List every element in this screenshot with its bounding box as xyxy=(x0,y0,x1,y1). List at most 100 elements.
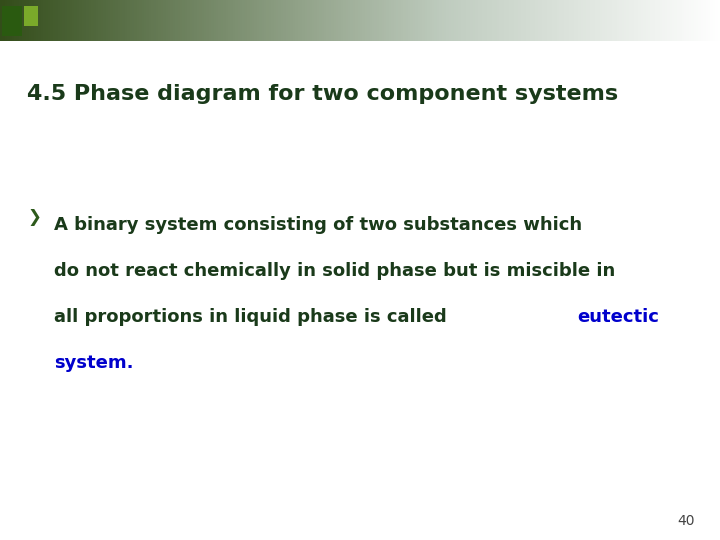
Bar xyxy=(449,0,451,40)
Bar xyxy=(58,0,60,40)
Bar xyxy=(225,0,228,40)
Bar xyxy=(24,0,27,40)
Bar xyxy=(588,0,590,40)
Bar xyxy=(475,0,477,40)
Bar xyxy=(293,0,295,40)
Bar xyxy=(578,0,581,40)
Bar xyxy=(132,0,135,40)
Bar xyxy=(619,0,621,40)
Bar xyxy=(156,0,158,40)
Bar xyxy=(497,0,499,40)
Bar xyxy=(7,0,9,40)
Bar xyxy=(182,0,185,40)
Bar xyxy=(715,0,718,40)
Bar xyxy=(192,0,194,40)
Bar xyxy=(84,0,86,40)
Bar xyxy=(701,0,703,40)
Bar xyxy=(2,6,22,36)
Bar xyxy=(283,0,286,40)
Bar xyxy=(703,0,706,40)
Bar xyxy=(564,0,567,40)
Bar xyxy=(557,0,559,40)
Bar xyxy=(315,0,317,40)
Bar xyxy=(106,0,108,40)
Bar xyxy=(470,0,473,40)
Bar xyxy=(468,0,470,40)
Bar xyxy=(667,0,670,40)
Bar xyxy=(531,0,533,40)
Bar xyxy=(216,0,218,40)
Bar xyxy=(86,0,89,40)
Bar xyxy=(552,0,554,40)
Bar xyxy=(79,0,81,40)
Bar xyxy=(461,0,463,40)
Bar xyxy=(684,0,686,40)
Bar xyxy=(545,0,547,40)
Bar xyxy=(230,0,233,40)
Bar xyxy=(554,0,557,40)
Bar xyxy=(706,0,708,40)
Bar xyxy=(122,0,125,40)
Bar xyxy=(403,0,405,40)
Bar xyxy=(624,0,626,40)
Bar xyxy=(365,0,367,40)
Bar xyxy=(161,0,163,40)
Bar xyxy=(430,0,432,40)
Bar xyxy=(144,0,146,40)
Bar xyxy=(99,0,101,40)
Bar xyxy=(180,0,182,40)
Bar xyxy=(590,0,593,40)
Bar xyxy=(307,0,310,40)
Bar xyxy=(677,0,679,40)
Bar xyxy=(261,0,264,40)
Bar xyxy=(125,0,127,40)
Bar xyxy=(528,0,531,40)
Bar xyxy=(413,0,415,40)
Bar xyxy=(194,0,197,40)
Bar xyxy=(45,0,48,40)
Bar xyxy=(713,0,715,40)
Bar xyxy=(235,0,238,40)
Bar xyxy=(360,0,362,40)
Bar xyxy=(250,0,252,40)
Bar xyxy=(5,0,7,40)
Bar xyxy=(682,0,684,40)
Text: system.: system. xyxy=(54,354,133,372)
Bar xyxy=(238,0,240,40)
Bar xyxy=(585,0,588,40)
Bar xyxy=(281,0,283,40)
Bar xyxy=(81,0,84,40)
Bar xyxy=(199,0,202,40)
Bar xyxy=(274,0,276,40)
Bar xyxy=(302,0,305,40)
Bar xyxy=(518,0,521,40)
Bar xyxy=(569,0,571,40)
Bar xyxy=(276,0,279,40)
Bar xyxy=(19,0,22,40)
Bar xyxy=(490,0,492,40)
Bar xyxy=(312,0,315,40)
Bar xyxy=(103,0,106,40)
Bar xyxy=(67,0,70,40)
Bar xyxy=(257,0,259,40)
Bar xyxy=(643,0,646,40)
Bar xyxy=(410,0,413,40)
Bar xyxy=(94,0,96,40)
Bar xyxy=(355,0,358,40)
Bar xyxy=(418,0,420,40)
Bar xyxy=(547,0,549,40)
Bar xyxy=(598,0,600,40)
Bar xyxy=(559,0,562,40)
Bar xyxy=(228,0,230,40)
Bar xyxy=(247,0,250,40)
Bar xyxy=(396,0,398,40)
Bar xyxy=(12,0,14,40)
Bar xyxy=(427,0,430,40)
Bar xyxy=(648,0,650,40)
Bar xyxy=(149,0,151,40)
Bar xyxy=(204,0,207,40)
Bar xyxy=(101,0,103,40)
Bar xyxy=(60,0,63,40)
Bar xyxy=(319,0,322,40)
Bar xyxy=(425,0,427,40)
